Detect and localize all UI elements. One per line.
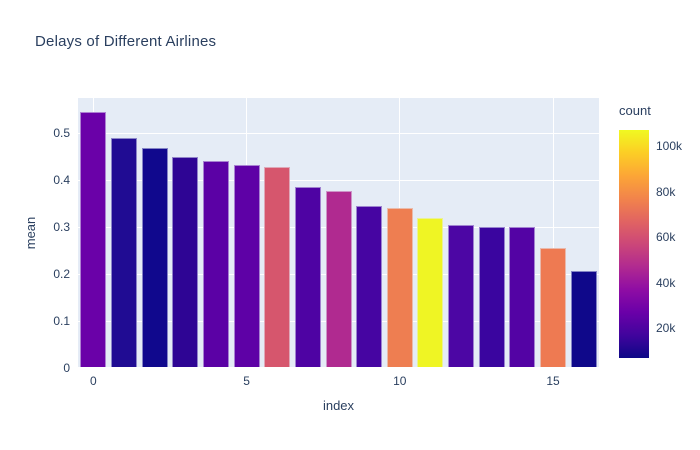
- colorbar-tick-label: 60k: [656, 230, 676, 245]
- bar-index-2[interactable]: [142, 148, 168, 368]
- bar-index-15[interactable]: [540, 248, 566, 368]
- y-tick-label: 0.3: [53, 220, 70, 235]
- bar-index-6[interactable]: [264, 167, 290, 368]
- x-axis-title: index: [322, 398, 355, 413]
- x-tick-label: 5: [243, 374, 250, 388]
- bar-index-11[interactable]: [417, 218, 443, 368]
- bar-index-12[interactable]: [448, 225, 474, 368]
- chart-title: Delays of Different Airlines: [35, 33, 217, 50]
- x-tick-label: 15: [546, 374, 560, 388]
- bar-index-13[interactable]: [479, 227, 505, 368]
- bar-index-1[interactable]: [111, 138, 137, 368]
- colorbar-tick-label: 80k: [656, 184, 676, 199]
- y-tick-label: 0.5: [53, 126, 70, 141]
- bar-index-16[interactable]: [571, 271, 597, 368]
- y-tick-label: 0.4: [53, 173, 70, 188]
- y-tick-label: 0: [63, 361, 70, 375]
- bar-index-10[interactable]: [387, 208, 413, 368]
- bar-index-7[interactable]: [295, 187, 321, 368]
- bar-index-4[interactable]: [203, 161, 229, 368]
- y-tick-label: 0.1: [53, 314, 70, 329]
- bar-index-5[interactable]: [234, 165, 260, 368]
- zero-line: [78, 367, 599, 368]
- colorbar-title: count: [619, 103, 651, 118]
- y-gridline: [78, 179, 599, 181]
- bar-index-9[interactable]: [356, 206, 382, 368]
- x-tick-label: 0: [89, 374, 97, 388]
- bar-index-3[interactable]: [172, 157, 198, 368]
- bar-index-0[interactable]: [80, 112, 106, 368]
- colorbar-gradient: [619, 130, 649, 358]
- bar-index-8[interactable]: [326, 191, 352, 368]
- x-gridline: [552, 98, 554, 368]
- colorbar-tick-label: 20k: [656, 321, 676, 336]
- y-axis-title: mean: [23, 216, 38, 250]
- y-tick-label: 0.2: [53, 267, 70, 282]
- x-tick-label: 10: [393, 374, 407, 388]
- bar-index-14[interactable]: [509, 227, 535, 368]
- y-gridline: [78, 132, 599, 134]
- colorbar-tick-label: 100k: [656, 138, 683, 153]
- colorbar-tick-label: 40k: [656, 275, 676, 290]
- plot-area[interactable]: [78, 98, 599, 368]
